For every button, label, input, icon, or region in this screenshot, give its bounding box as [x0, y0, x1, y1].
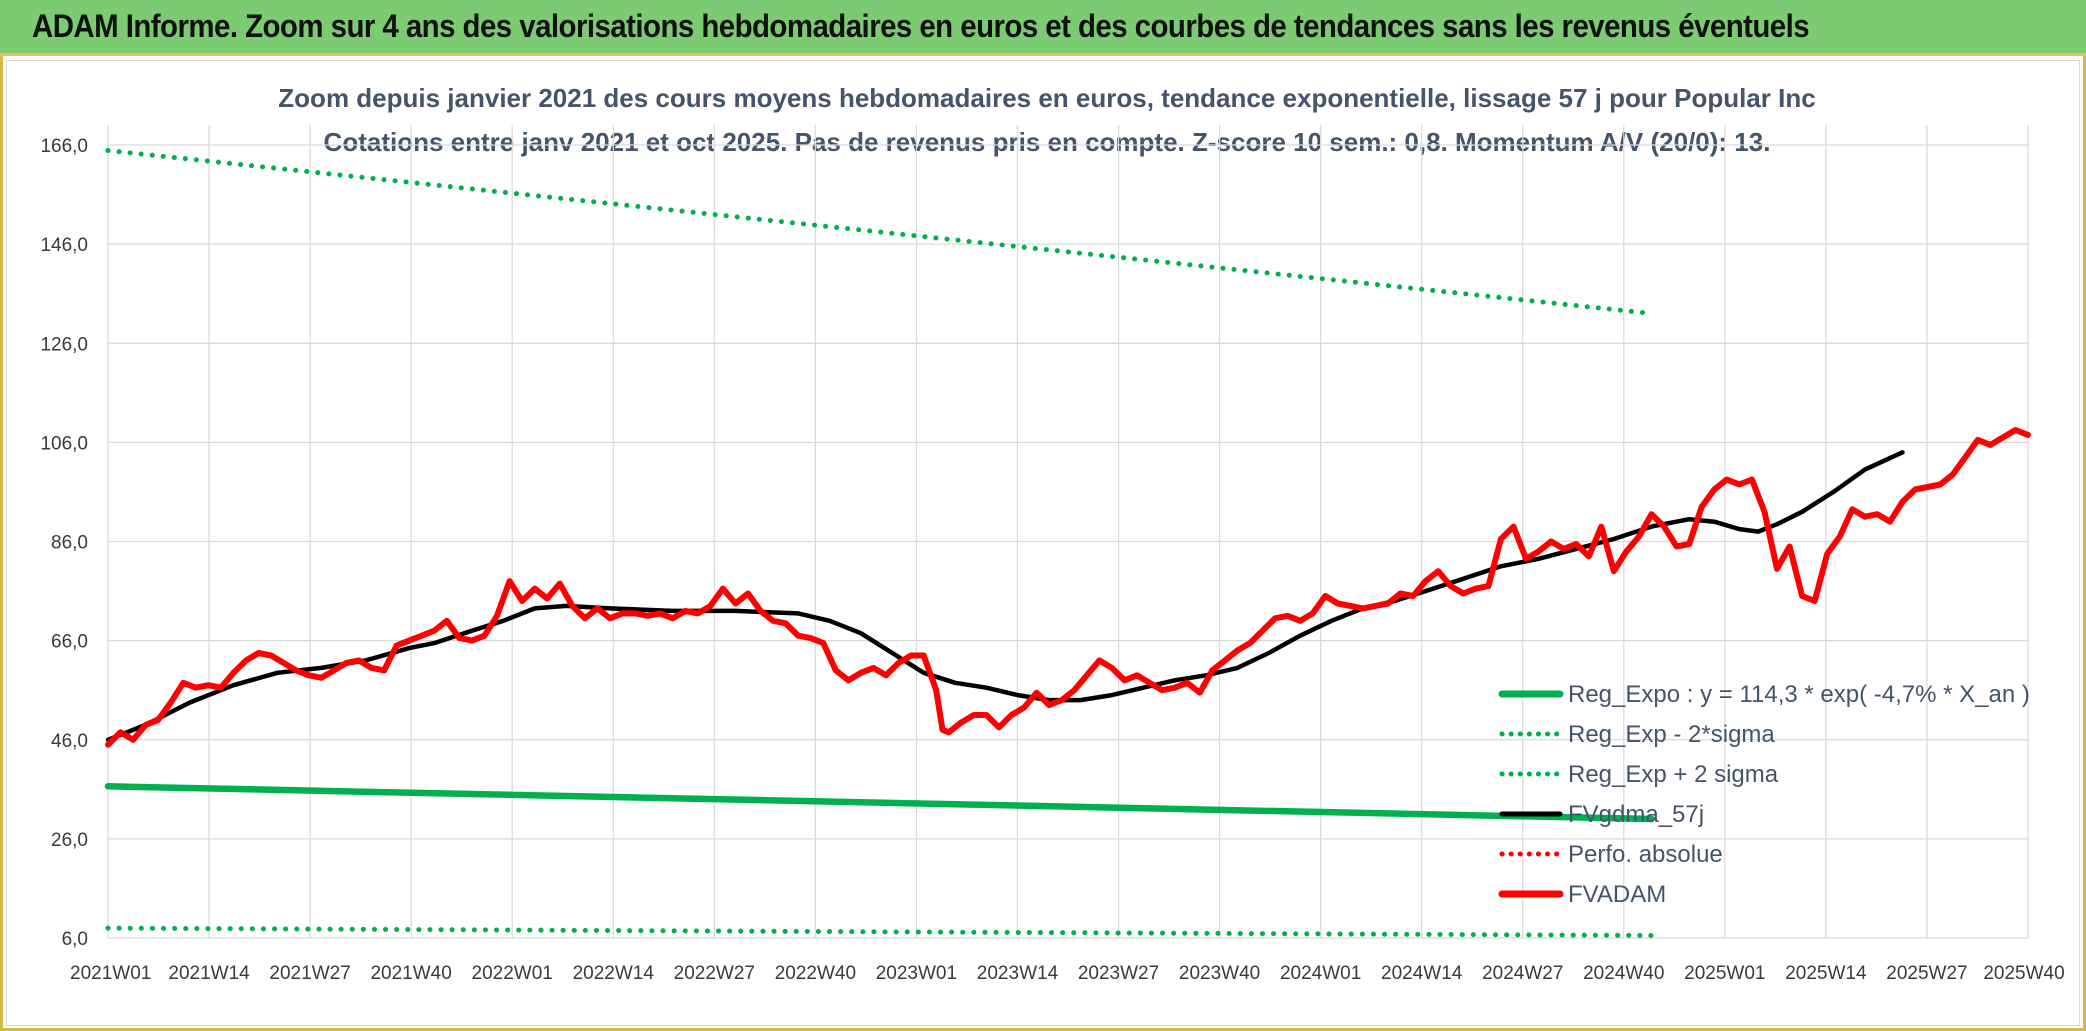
fvgdma-57j-line: [105, 450, 1905, 743]
x-tick-label: 2023W14: [977, 963, 1059, 984]
x-tick-label: 2023W01: [876, 963, 957, 984]
x-tick-label: 2024W40: [1583, 963, 1664, 984]
report-banner: ADAM Informe. Zoom sur 4 ans des valoris…: [0, 0, 2086, 56]
x-tick-label: 2024W27: [1482, 963, 1563, 984]
y-tick-label: 6,0: [62, 929, 88, 950]
legend-label: Perfo. absolue: [1568, 841, 1723, 868]
y-tick-label: 46,0: [51, 731, 88, 752]
y-tick-label: 86,0: [51, 533, 88, 554]
x-tick-label: 2025W14: [1785, 963, 1867, 984]
x-tick-label: 2023W40: [1179, 963, 1260, 984]
legend-label: Reg_Exp + 2 sigma: [1568, 761, 1779, 788]
x-tick-label: 2025W01: [1684, 963, 1765, 984]
legend-label: Reg_Expo : y = 114,3 * exp( -4,7% * X_an…: [1568, 681, 2030, 708]
x-tick-label: 2022W27: [674, 963, 755, 984]
y-tick-label: 166,0: [40, 136, 88, 157]
x-tick-label: 2024W01: [1280, 963, 1361, 984]
report-title: ADAM Informe. Zoom sur 4 ans des valoris…: [32, 8, 1810, 44]
legend-label: FVgdma_57j: [1568, 801, 1704, 828]
y-tick-label: 26,0: [51, 830, 88, 851]
x-tick-label: 2022W01: [472, 963, 553, 984]
legend-label: Reg_Exp - 2*sigma: [1568, 721, 1775, 748]
reg-exp-minus-2sigma-line: [105, 925, 1654, 938]
reg-exp-plus-2sigma-line: [105, 148, 1654, 316]
y-tick-label: 106,0: [40, 433, 88, 454]
y-tick-label: 66,0: [51, 632, 88, 653]
x-tick-label: 2025W40: [1983, 963, 2064, 984]
x-tick-label: 2022W14: [573, 963, 655, 984]
x-tick-label: 2022W40: [775, 963, 856, 984]
x-tick-label: 2025W27: [1886, 963, 1967, 984]
series-lines: [104, 148, 2031, 938]
chart-title: Zoom depuis janvier 2021 des cours moyen…: [278, 83, 1815, 113]
x-tick-label: 2021W14: [168, 963, 250, 984]
legend-label: FVADAM: [1568, 881, 1666, 908]
chart-frame: [6, 60, 2080, 1026]
x-tick-label: 2021W40: [370, 963, 451, 984]
x-tick-label: 2021W27: [269, 963, 350, 984]
x-tick-label: 2023W27: [1078, 963, 1159, 984]
y-tick-label: 146,0: [40, 235, 88, 256]
x-tick-label: 2024W14: [1381, 963, 1463, 984]
fvadam-line: [105, 427, 2031, 748]
y-tick-label: 126,0: [40, 334, 88, 355]
reg-expo-line: [104, 783, 1655, 823]
legend: Reg_Expo : y = 114,3 * exp( -4,7% * X_an…: [1498, 681, 2030, 908]
x-tick-label: 2021W01: [70, 963, 151, 984]
grid: [107, 125, 2029, 939]
y-axis-ticks: 6,0 26,0 46,0 66,0 86,0 106,0 126,0 146,0 166,0: [40, 136, 88, 950]
x-axis-ticks: 2021W01 2021W14 2021W27 2021W40 2022W01 2022W…: [70, 963, 2065, 984]
chart-subtitle: Cotations entre janv 2021 et oct 2025. P…: [324, 127, 1771, 157]
